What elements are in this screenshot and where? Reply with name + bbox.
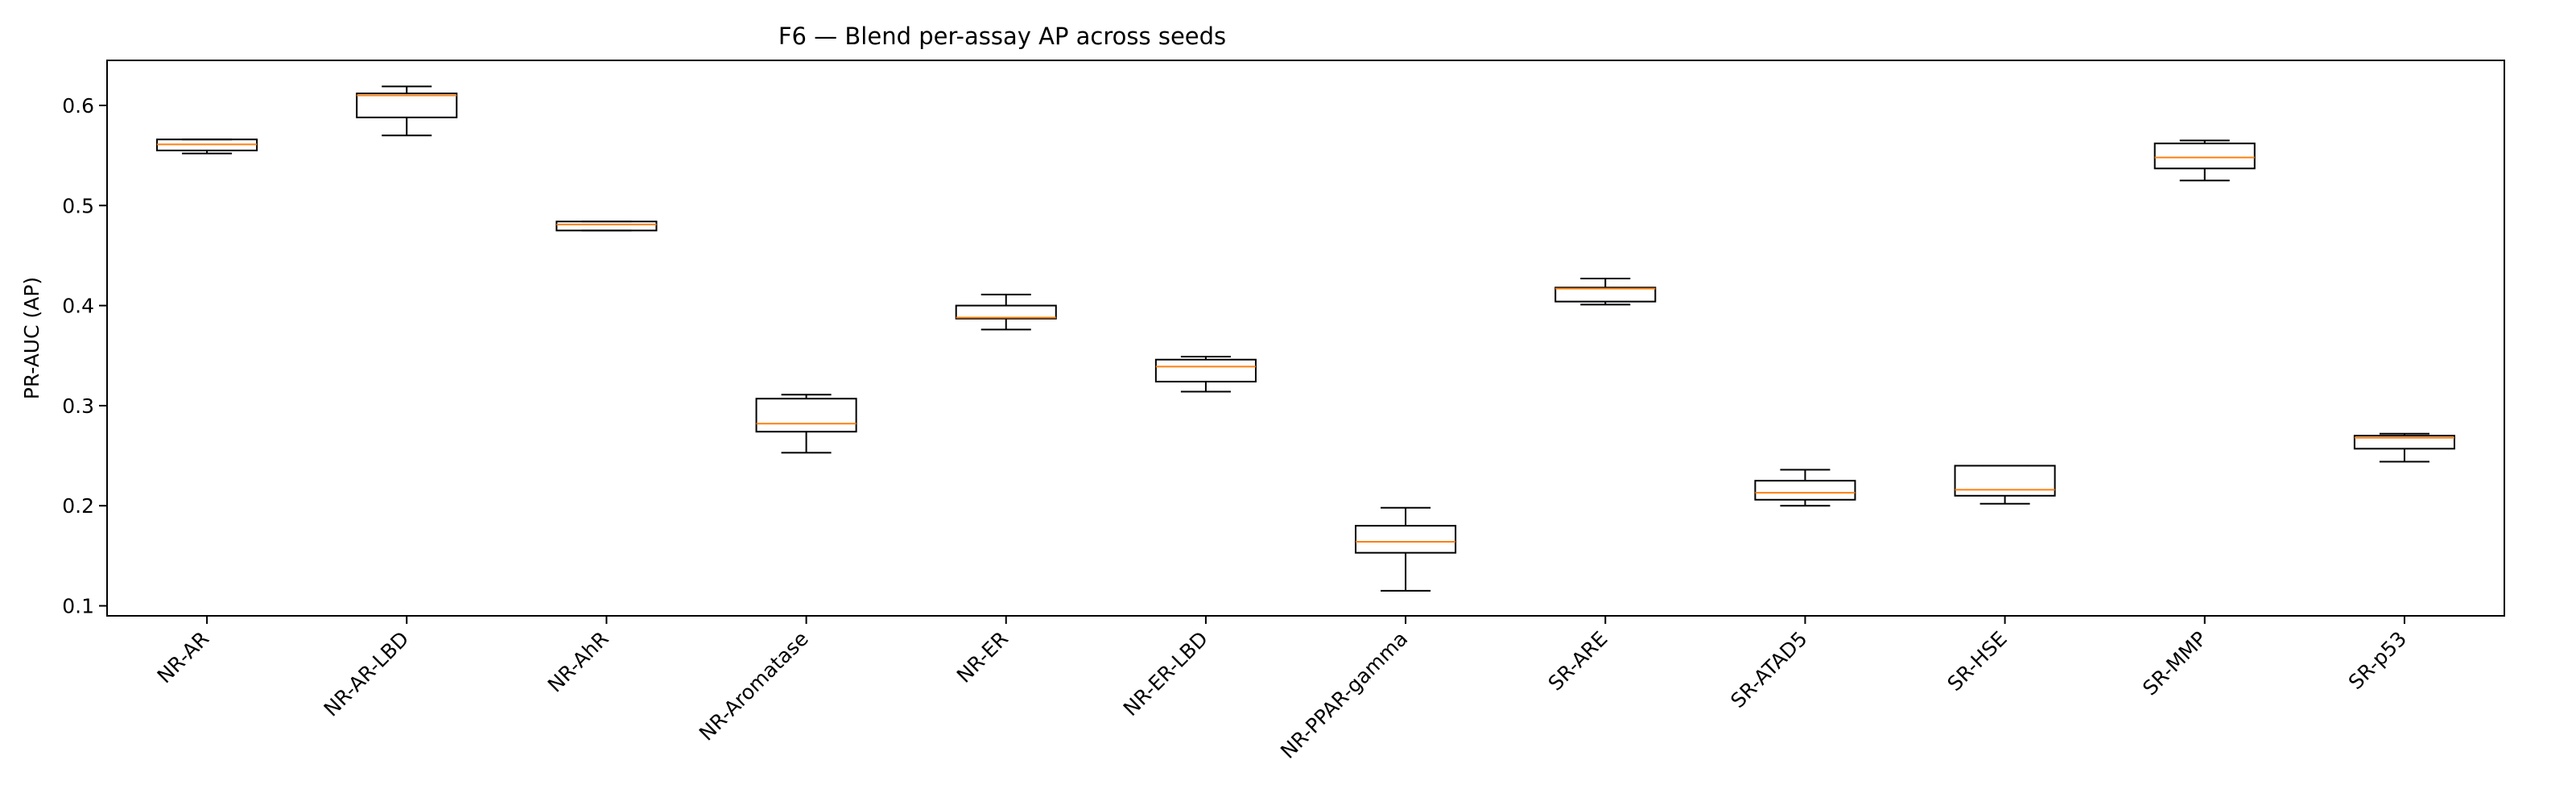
y-tick-label: 0.3 (62, 394, 94, 418)
box (955, 304, 1057, 320)
axes-frame (106, 60, 2505, 617)
y-tick-label: 0.4 (62, 295, 94, 318)
y-tick-label: 0.6 (62, 94, 94, 118)
y-tick-label: 0.5 (62, 194, 94, 217)
box (755, 398, 857, 433)
y-tick-label: 0.1 (62, 595, 94, 618)
box (1554, 287, 1657, 303)
box (1754, 480, 1856, 501)
box (1954, 464, 2056, 497)
box (1154, 358, 1257, 383)
y-tick-label: 0.2 (62, 494, 94, 518)
box (356, 93, 458, 118)
box (555, 221, 658, 232)
box (2153, 142, 2256, 170)
box (2353, 435, 2455, 450)
chart-title: F6 — Blend per-assay AP across seeds (778, 23, 1226, 50)
box (1355, 525, 1457, 554)
y-axis-label: PR-AUC (AP) (20, 277, 43, 399)
